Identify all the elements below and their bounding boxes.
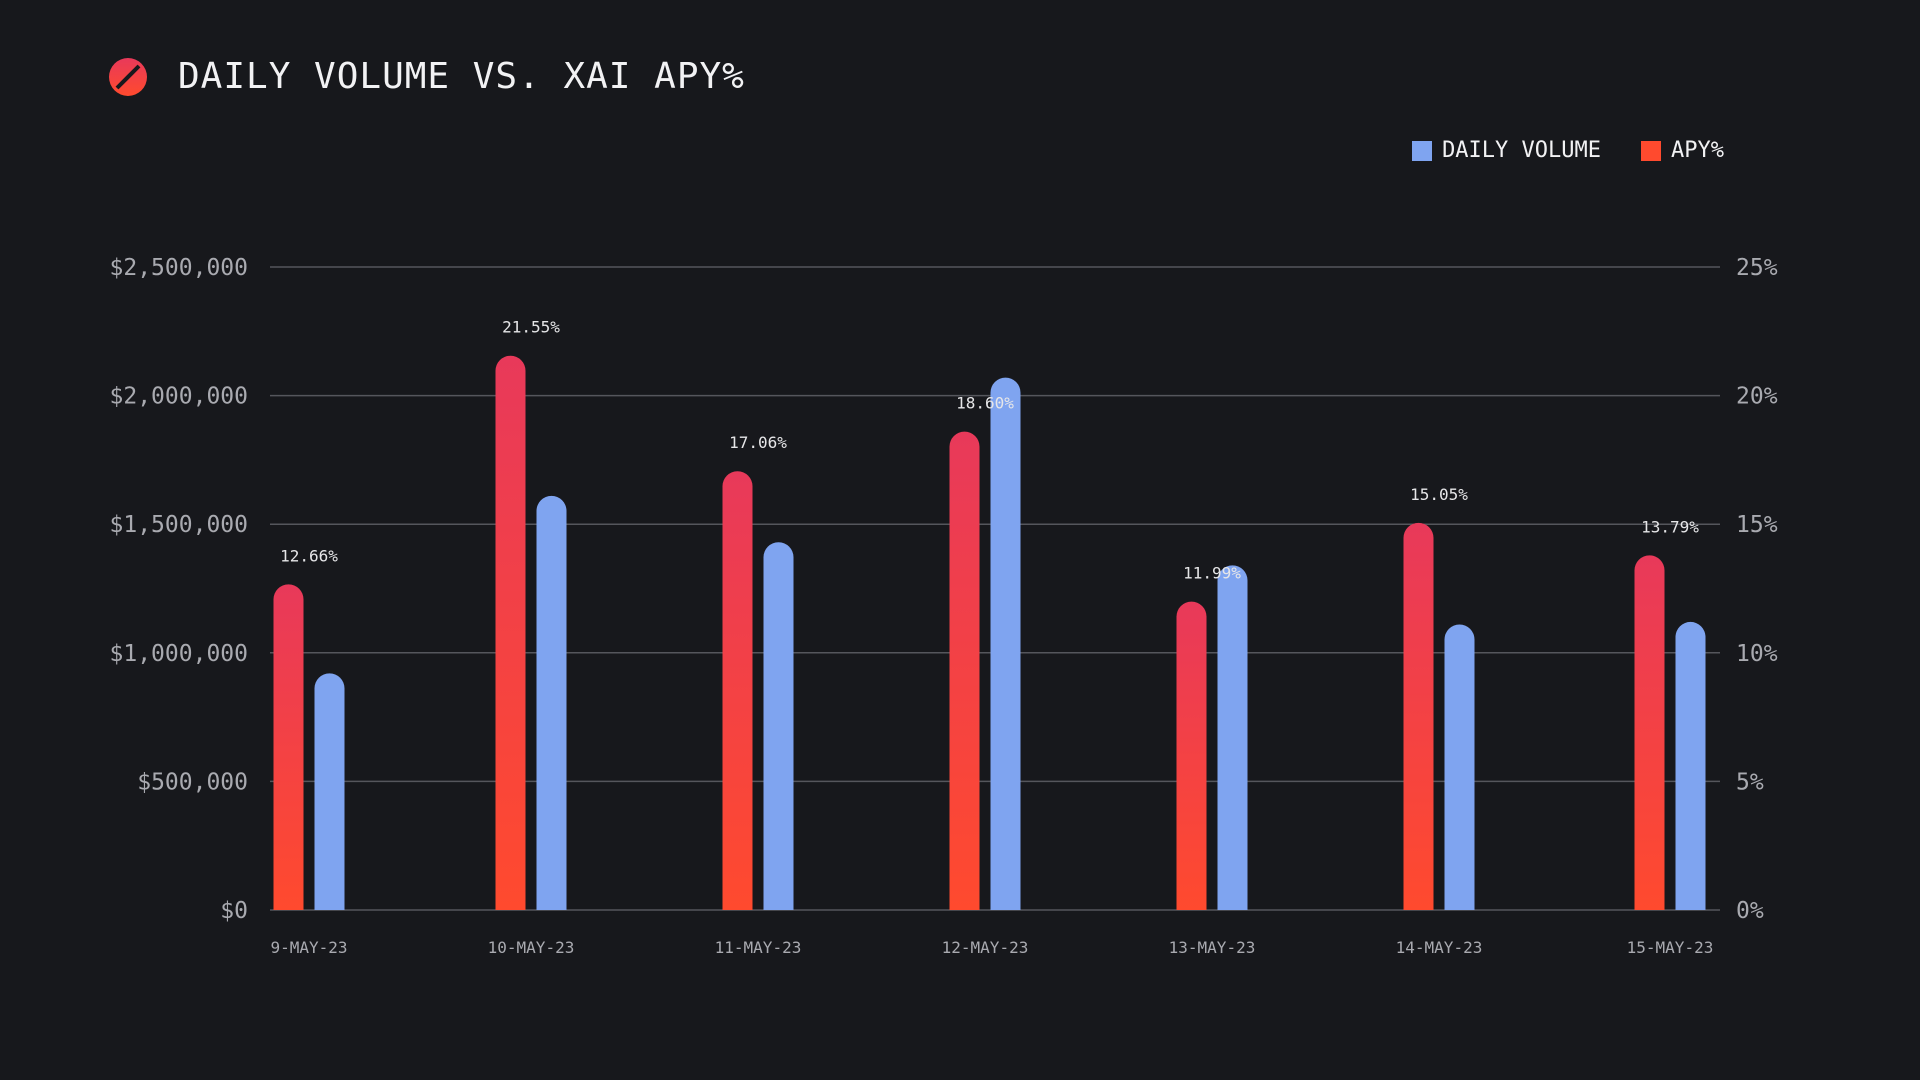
apy-data-label: 15.05% bbox=[1410, 485, 1468, 504]
apy-bar bbox=[949, 431, 980, 910]
volume-bar bbox=[536, 495, 567, 910]
apy-bar bbox=[1403, 522, 1434, 910]
volume-bar bbox=[1444, 624, 1475, 910]
y-left-tick-label: $1,500,000 bbox=[110, 512, 248, 538]
y-right-tick-label: 15% bbox=[1736, 512, 1778, 538]
x-tick-label: 15-MAY-23 bbox=[1627, 938, 1714, 957]
chart-header: DAILY VOLUME VS. XAI APY% bbox=[108, 56, 745, 97]
apy-data-label: 21.55% bbox=[502, 318, 560, 337]
apy-bar bbox=[722, 471, 753, 910]
y-right-tick-label: 20% bbox=[1736, 384, 1778, 410]
y-left-tick-label: $2,500,000 bbox=[110, 255, 248, 281]
volume-bar bbox=[314, 673, 345, 910]
legend-label-apy: APY% bbox=[1671, 138, 1724, 163]
x-tick-label: 12-MAY-23 bbox=[942, 938, 1029, 957]
y-left-tick-label: $0 bbox=[220, 898, 248, 924]
apy-bar bbox=[495, 355, 526, 910]
y-left-tick-label: $2,000,000 bbox=[110, 384, 248, 410]
volume-bar bbox=[1217, 565, 1248, 910]
apy-bar bbox=[1176, 601, 1207, 910]
y-left-tick-label: $500,000 bbox=[137, 769, 248, 795]
y-right-tick-label: 0% bbox=[1736, 898, 1764, 924]
y-right-tick-label: 25% bbox=[1736, 255, 1778, 281]
legend-swatch-daily-volume bbox=[1412, 140, 1433, 161]
apy-data-label: 11.99% bbox=[1183, 564, 1241, 583]
chart-title: DAILY VOLUME VS. XAI APY% bbox=[178, 56, 745, 97]
x-tick-label: 14-MAY-23 bbox=[1396, 938, 1483, 957]
apy-data-label: 17.06% bbox=[729, 433, 787, 452]
apy-bar bbox=[273, 584, 304, 910]
volume-bar bbox=[990, 377, 1021, 910]
volume-bar bbox=[1675, 621, 1706, 910]
x-tick-label: 10-MAY-23 bbox=[488, 938, 575, 957]
bar-layer bbox=[273, 355, 1706, 910]
label-layer: $0 $500,000 $1,000,000 $1,500,000 $2,000,000… bbox=[110, 255, 1778, 957]
apy-bar bbox=[1634, 555, 1665, 910]
legend-item-apy: APY% bbox=[1641, 138, 1724, 163]
apy-data-label: 18.60% bbox=[956, 394, 1014, 413]
x-tick-label: 13-MAY-23 bbox=[1169, 938, 1256, 957]
chart-legend: DAILY VOLUME APY% bbox=[1412, 138, 1724, 163]
brand-logo-icon bbox=[109, 57, 147, 96]
x-tick-label: 11-MAY-23 bbox=[715, 938, 802, 957]
y-right-tick-label: 10% bbox=[1736, 641, 1778, 667]
apy-data-label: 13.79% bbox=[1641, 517, 1699, 536]
x-tick-label: 9-MAY-23 bbox=[270, 938, 347, 957]
y-left-tick-label: $1,000,000 bbox=[110, 641, 248, 667]
legend-label-daily-volume: DAILY VOLUME bbox=[1442, 138, 1602, 163]
legend-swatch-apy bbox=[1641, 140, 1662, 161]
y-right-tick-label: 5% bbox=[1736, 769, 1764, 795]
volume-bar bbox=[763, 542, 794, 910]
apy-data-label: 12.66% bbox=[280, 546, 338, 565]
legend-item-daily-volume: DAILY VOLUME bbox=[1412, 138, 1601, 163]
